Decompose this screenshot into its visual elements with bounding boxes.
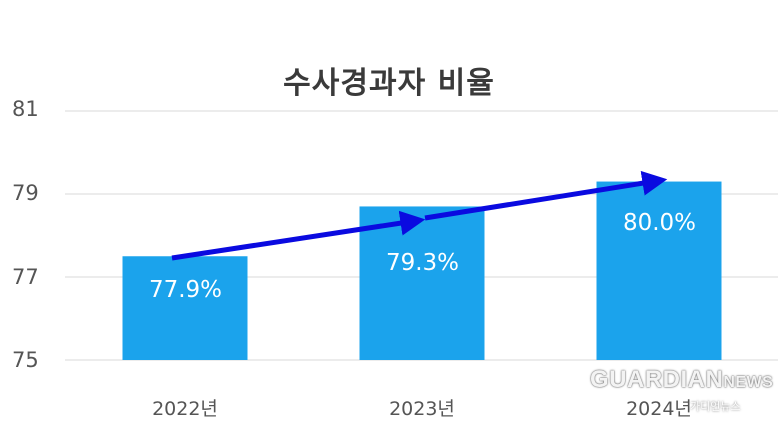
x-tick-label: 2022년	[152, 398, 218, 420]
y-tick-label: 81	[12, 97, 39, 121]
watermark-logo: GUARDIANNEWS	[590, 366, 774, 393]
chart-title: 수사경과자 비율	[283, 66, 495, 101]
y-tick-label: 75	[12, 348, 39, 372]
data-label: 77.9%	[148, 277, 223, 303]
trend-arrow	[424, 170, 668, 221]
y-tick-label: 79	[12, 181, 39, 205]
y-tick-label: 77	[12, 265, 39, 289]
watermark-subtitle: 가디언뉴스	[690, 400, 741, 413]
x-tick-label: 2023년	[389, 398, 455, 420]
data-label: 79.3%	[385, 250, 460, 276]
bar	[359, 206, 485, 360]
bar	[122, 256, 248, 360]
bar	[596, 181, 722, 360]
x-tick-label: 2024년	[626, 398, 692, 420]
data-label: 80.0%	[622, 210, 697, 236]
trend-arrow	[171, 210, 426, 261]
